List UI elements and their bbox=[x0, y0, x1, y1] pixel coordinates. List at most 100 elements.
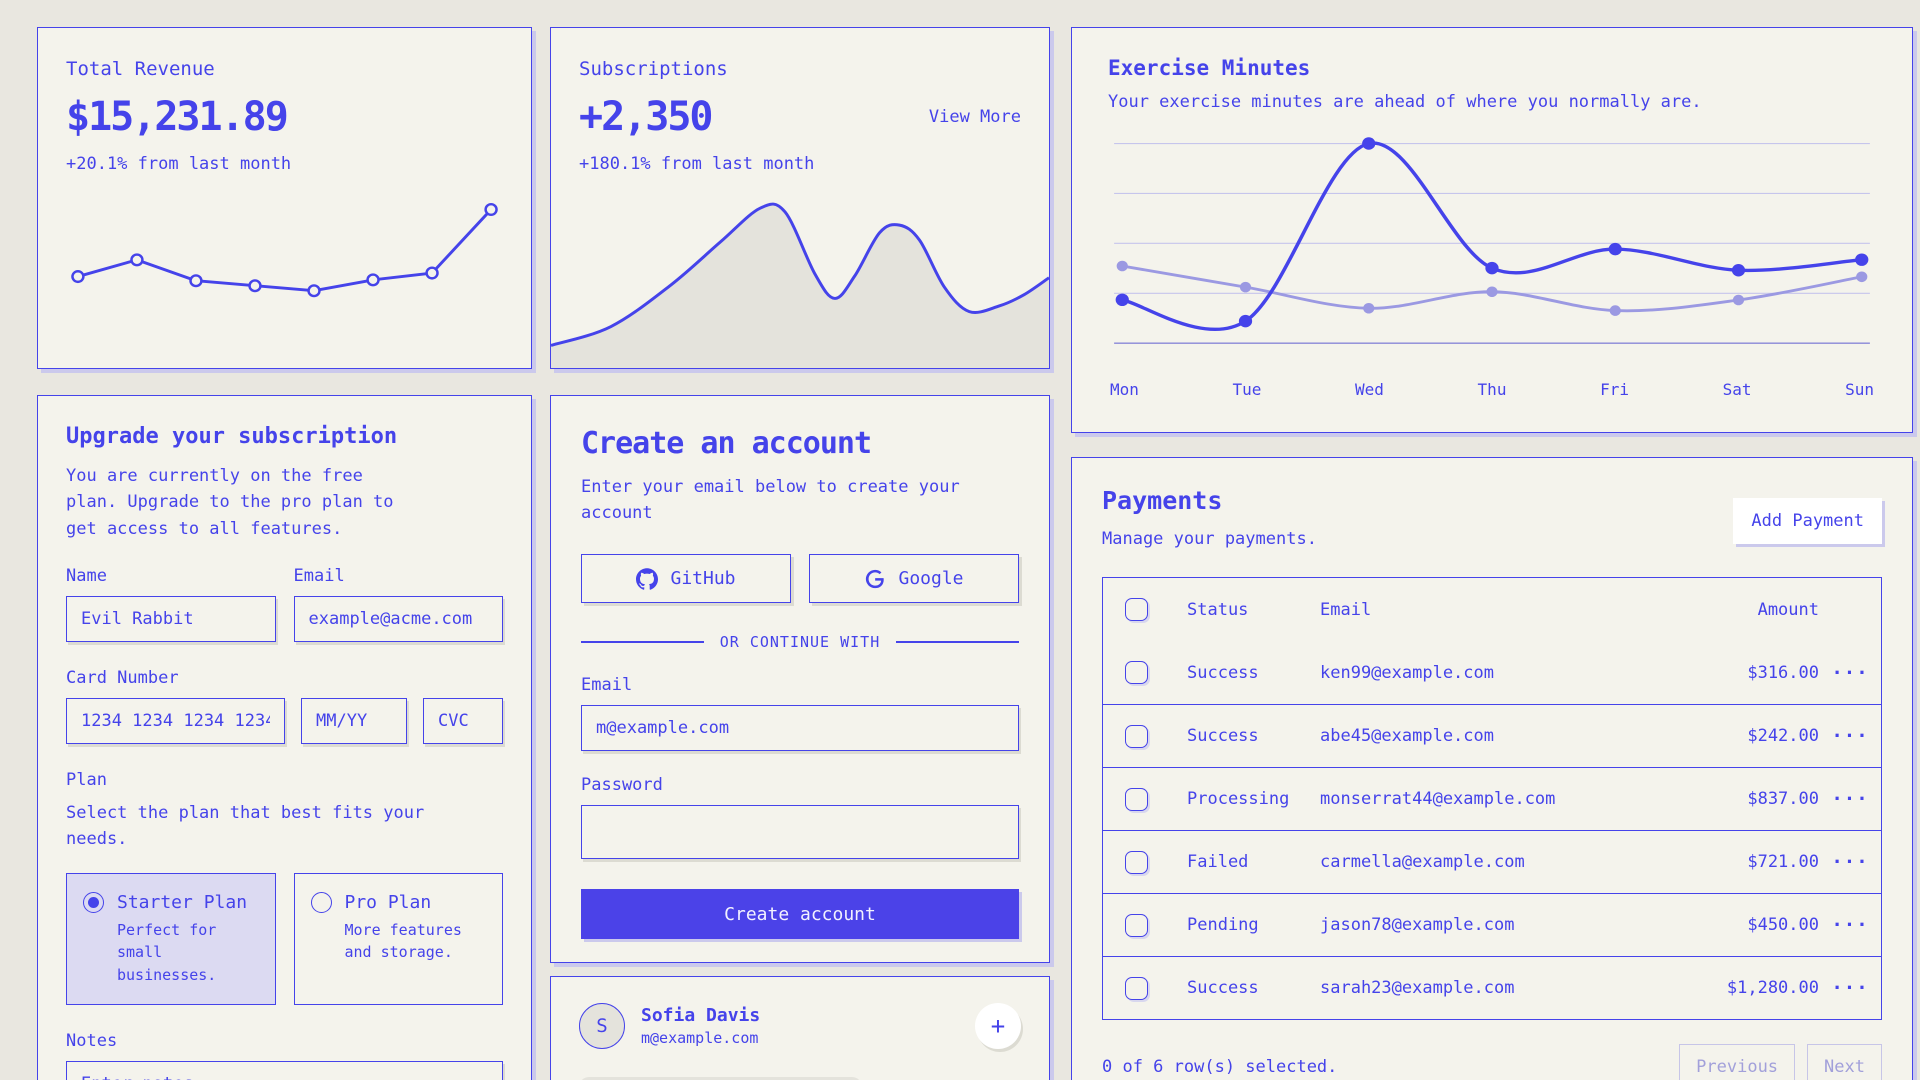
revenue-title: Total Revenue bbox=[66, 58, 215, 80]
name-label: Name bbox=[66, 566, 107, 587]
subscriptions-area-chart bbox=[551, 202, 1049, 368]
upgrade-title: Upgrade your subscription bbox=[66, 424, 398, 449]
upgrade-subscription-card: Upgrade your subscription You are curren… bbox=[37, 395, 532, 1080]
pro-plan-radio[interactable] bbox=[310, 891, 332, 913]
chat-card: S Sofia Davis m@example.com + bbox=[550, 976, 1050, 1080]
payment-email: monserrat44@example.com bbox=[1320, 789, 1556, 809]
row-actions-button[interactable]: ··· bbox=[1819, 725, 1881, 747]
previous-page-button[interactable]: Previous bbox=[1679, 1044, 1796, 1080]
avatar: S bbox=[579, 1003, 625, 1049]
plus-icon: + bbox=[990, 1012, 1006, 1040]
signup-password-input[interactable] bbox=[581, 805, 1019, 859]
payment-amount: $242.00 bbox=[1747, 726, 1819, 746]
revenue-value: $15,231.89 bbox=[66, 94, 289, 140]
x-axis-label: Sun bbox=[1845, 380, 1874, 399]
payment-amount: $1,280.00 bbox=[1726, 978, 1819, 998]
x-axis-label: Tue bbox=[1232, 380, 1262, 399]
add-contact-button[interactable]: + bbox=[975, 1003, 1021, 1049]
payment-email: abe45@example.com bbox=[1320, 726, 1494, 746]
x-axis-label: Mon bbox=[1110, 380, 1139, 399]
x-axis-label: Fri bbox=[1600, 380, 1629, 399]
payments-table-header: Status Email Amount bbox=[1103, 578, 1881, 641]
card-number-label: Card Number bbox=[66, 668, 179, 689]
card-expiry-input[interactable] bbox=[301, 698, 407, 745]
payment-amount: $450.00 bbox=[1747, 915, 1819, 935]
payment-status: Success bbox=[1187, 978, 1259, 998]
row-checkbox[interactable] bbox=[1125, 850, 1148, 874]
payment-status: Success bbox=[1187, 662, 1259, 683]
exercise-title: Exercise Minutes bbox=[1108, 56, 1311, 80]
payment-status: Success bbox=[1187, 726, 1259, 746]
row-actions-button[interactable]: ··· bbox=[1819, 851, 1881, 873]
signup-email-label: Email bbox=[581, 675, 633, 695]
card-number-input[interactable] bbox=[66, 698, 285, 745]
card-cvc-input[interactable] bbox=[423, 698, 503, 745]
billing-email-input[interactable] bbox=[293, 596, 503, 643]
payments-title: Payments bbox=[1102, 486, 1223, 515]
payment-status: Pending bbox=[1187, 915, 1259, 935]
plan-description: Select the plan that best fits your need… bbox=[66, 803, 425, 850]
subscriptions-value: +2,350 bbox=[579, 94, 713, 140]
exercise-minutes-card: Exercise Minutes Your exercise minutes a… bbox=[1071, 27, 1913, 433]
pro-plan-desc: More features and storage. bbox=[344, 920, 462, 962]
row-checkbox[interactable] bbox=[1125, 787, 1148, 811]
signup-description: Enter your email below to create your ac… bbox=[581, 477, 960, 523]
amount-column-header: Amount bbox=[1757, 599, 1819, 620]
google-icon bbox=[866, 569, 885, 588]
create-account-button[interactable]: Create account bbox=[581, 889, 1019, 939]
create-account-card: Create an account Enter your email below… bbox=[550, 395, 1050, 963]
plan-label: Plan bbox=[66, 770, 107, 791]
row-actions-button[interactable]: ··· bbox=[1819, 914, 1881, 936]
subscriptions-title: Subscriptions bbox=[579, 58, 728, 80]
row-actions-button[interactable]: ··· bbox=[1819, 977, 1881, 999]
google-button-label: Google bbox=[898, 568, 964, 589]
payment-email: sarah23@example.com bbox=[1320, 978, 1515, 998]
payment-email: carmella@example.com bbox=[1320, 852, 1525, 872]
payment-status: Processing bbox=[1187, 789, 1290, 809]
row-checkbox[interactable] bbox=[1125, 724, 1148, 748]
row-checkbox[interactable] bbox=[1125, 976, 1148, 1000]
exercise-line-chart bbox=[1114, 137, 1870, 344]
plan-option-pro[interactable]: Pro Plan More features and storage. bbox=[293, 872, 503, 1006]
rows-selected-text: 0 of 6 row(s) selected. bbox=[1102, 1057, 1338, 1077]
plan-option-starter[interactable]: Starter Plan Perfect for small businesse… bbox=[66, 872, 276, 1006]
x-axis-label: Thu bbox=[1477, 380, 1507, 399]
chat-user-name: Sofia Davis bbox=[641, 1005, 761, 1026]
next-page-button[interactable]: Next bbox=[1807, 1044, 1882, 1080]
row-checkbox[interactable] bbox=[1125, 913, 1148, 937]
upgrade-description: You are currently on the free plan. Upgr… bbox=[66, 466, 394, 539]
select-all-checkbox[interactable] bbox=[1125, 598, 1148, 621]
google-button[interactable]: Google bbox=[809, 554, 1019, 603]
payment-amount: $721.00 bbox=[1747, 852, 1819, 872]
chat-message-bubble bbox=[579, 1077, 862, 1080]
payment-email: jason78@example.com bbox=[1320, 915, 1515, 935]
payment-email: ken99@example.com bbox=[1320, 662, 1494, 683]
signup-email-input[interactable] bbox=[581, 705, 1019, 751]
payment-amount: $316.00 bbox=[1747, 662, 1819, 683]
status-column-header: Status bbox=[1187, 599, 1249, 620]
payment-row: Success ken99@example.com $316.00 ··· bbox=[1103, 641, 1881, 704]
github-button[interactable]: GitHub bbox=[581, 554, 791, 603]
signup-password-label: Password bbox=[581, 775, 663, 795]
notes-textarea[interactable] bbox=[66, 1061, 503, 1080]
divider-label: OR CONTINUE WITH bbox=[719, 633, 881, 651]
payment-row: Pending jason78@example.com $450.00 ··· bbox=[1103, 893, 1881, 956]
revenue-sparkline-chart bbox=[71, 203, 498, 298]
payments-subtitle: Manage your payments. bbox=[1102, 529, 1317, 549]
subscriptions-note: +180.1% from last month bbox=[579, 154, 815, 174]
starter-plan-desc: Perfect for small businesses. bbox=[117, 920, 217, 984]
revenue-note: +20.1% from last month bbox=[66, 154, 292, 174]
email-column-header: Email bbox=[1320, 599, 1372, 620]
row-actions-button[interactable]: ··· bbox=[1819, 662, 1881, 684]
view-more-button[interactable]: View More bbox=[928, 107, 1021, 127]
starter-plan-radio[interactable] bbox=[83, 891, 104, 913]
row-actions-button[interactable]: ··· bbox=[1819, 788, 1881, 810]
exercise-x-labels: Mon Tue Wed Thu Fri Sat Sun bbox=[1108, 380, 1876, 399]
total-revenue-card: Total Revenue $15,231.89 +20.1% from las… bbox=[37, 27, 532, 369]
name-input[interactable] bbox=[66, 596, 276, 643]
payment-amount: $837.00 bbox=[1747, 789, 1819, 809]
add-payment-button[interactable]: Add Payment bbox=[1733, 498, 1882, 544]
pro-plan-name: Pro Plan bbox=[344, 891, 432, 913]
row-checkbox[interactable] bbox=[1125, 661, 1148, 684]
starter-plan-name: Starter Plan bbox=[117, 891, 248, 913]
